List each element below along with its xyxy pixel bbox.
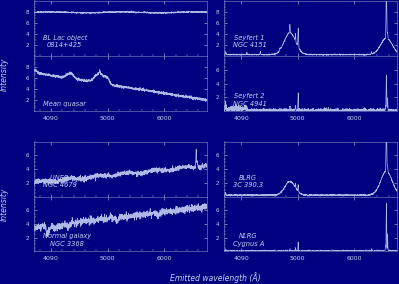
Text: LINER
NGC 4679: LINER NGC 4679 [43,175,77,188]
Text: Seyfert 2
NGC 4941: Seyfert 2 NGC 4941 [233,93,267,107]
Text: Mean quasar: Mean quasar [43,101,85,107]
Text: BL Lac object
0814+425: BL Lac object 0814+425 [43,34,87,48]
Text: Intensity: Intensity [0,188,8,221]
Text: Emitted wavelength (Å): Emitted wavelength (Å) [170,272,261,283]
Text: Intensity: Intensity [0,57,8,91]
Text: Normal galaxy
NGC 3368: Normal galaxy NGC 3368 [43,233,91,247]
Text: NLRG
Cygnus A: NLRG Cygnus A [233,233,264,247]
Text: BLRG
3C 390.3: BLRG 3C 390.3 [233,175,263,188]
Text: Seyfert 1
NGC 4151: Seyfert 1 NGC 4151 [233,34,267,48]
